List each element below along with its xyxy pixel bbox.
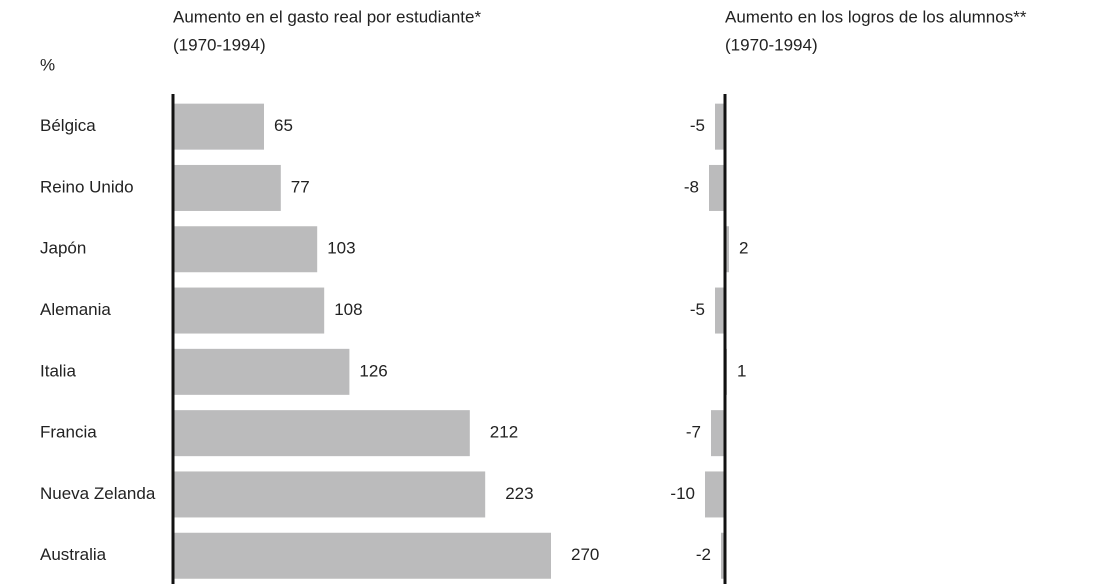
data-label: -5 [690, 300, 705, 319]
data-label: 212 [490, 423, 518, 442]
data-label: 77 [291, 177, 310, 196]
bar [173, 532, 551, 579]
data-label: 103 [327, 239, 355, 258]
data-label: 1 [737, 361, 746, 380]
y-tick-label: Bélgica [40, 116, 96, 135]
data-label: -10 [670, 484, 695, 503]
bar [711, 410, 725, 457]
chart-subtitle: (1970-1994) [173, 35, 266, 54]
bar [725, 226, 729, 273]
y-tick-label: Alemania [40, 300, 111, 319]
y-axis-label: % [40, 55, 55, 74]
y-tick-label: Reino Unido [40, 177, 134, 196]
y-tick-label: Italia [40, 361, 76, 380]
bar [173, 226, 318, 273]
bar [173, 471, 486, 518]
bar [705, 471, 725, 518]
data-label: -2 [696, 545, 711, 564]
y-tick-label: Japón [40, 239, 86, 258]
bar [709, 164, 725, 211]
data-label: -5 [690, 116, 705, 135]
bar [715, 103, 725, 150]
y-tick-label: Nueva Zelanda [40, 484, 156, 503]
bar [173, 103, 264, 150]
data-label: -7 [686, 423, 701, 442]
bar [715, 287, 725, 334]
data-label: 108 [334, 300, 362, 319]
data-label: 223 [505, 484, 533, 503]
bar [173, 348, 350, 395]
data-label: 65 [274, 116, 293, 135]
y-tick-label: Francia [40, 423, 97, 442]
data-label: 270 [571, 545, 599, 564]
data-label: -8 [684, 177, 699, 196]
bar [173, 164, 281, 211]
bar [173, 410, 470, 457]
chart-title: Aumento en los logros de los alumnos** [725, 7, 1027, 26]
bar [721, 532, 725, 579]
bar [173, 287, 325, 334]
y-tick-label: Australia [40, 545, 107, 564]
data-label: 2 [739, 239, 748, 258]
data-label: 126 [359, 361, 387, 380]
chart-subtitle: (1970-1994) [725, 35, 818, 54]
chart-title: Aumento en el gasto real por estudiante* [173, 7, 481, 26]
